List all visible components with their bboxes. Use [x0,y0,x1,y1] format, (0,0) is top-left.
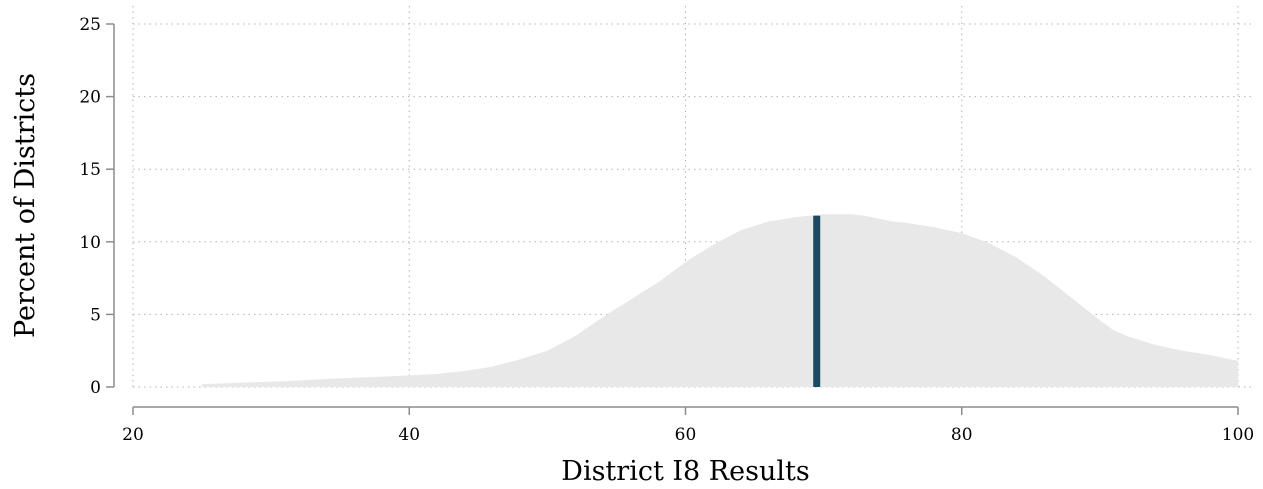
density-area-path [202,214,1238,387]
y-tick-label: 25 [79,15,101,35]
y-tick-label: 0 [90,378,101,398]
x-tick-label: 40 [398,425,420,445]
y-tick-label: 10 [79,233,101,253]
y-tick-label: 15 [79,160,101,180]
axes: 0 5 10 15 20 25 20 40 60 80 100 [79,15,1254,445]
x-tick-label: 80 [951,425,973,445]
x-tick-label: 60 [675,425,697,445]
x-axis-title: District I8 Results [561,456,809,487]
marker-bar [813,215,821,387]
x-tick-label: 20 [122,425,144,445]
y-tick-label: 5 [90,305,101,325]
y-tick-label: 20 [79,88,101,108]
x-tick-label: 100 [1222,425,1254,445]
district-marker [813,215,821,387]
y-axis-title: Percent of Districts [10,73,41,338]
density-area [202,214,1238,387]
